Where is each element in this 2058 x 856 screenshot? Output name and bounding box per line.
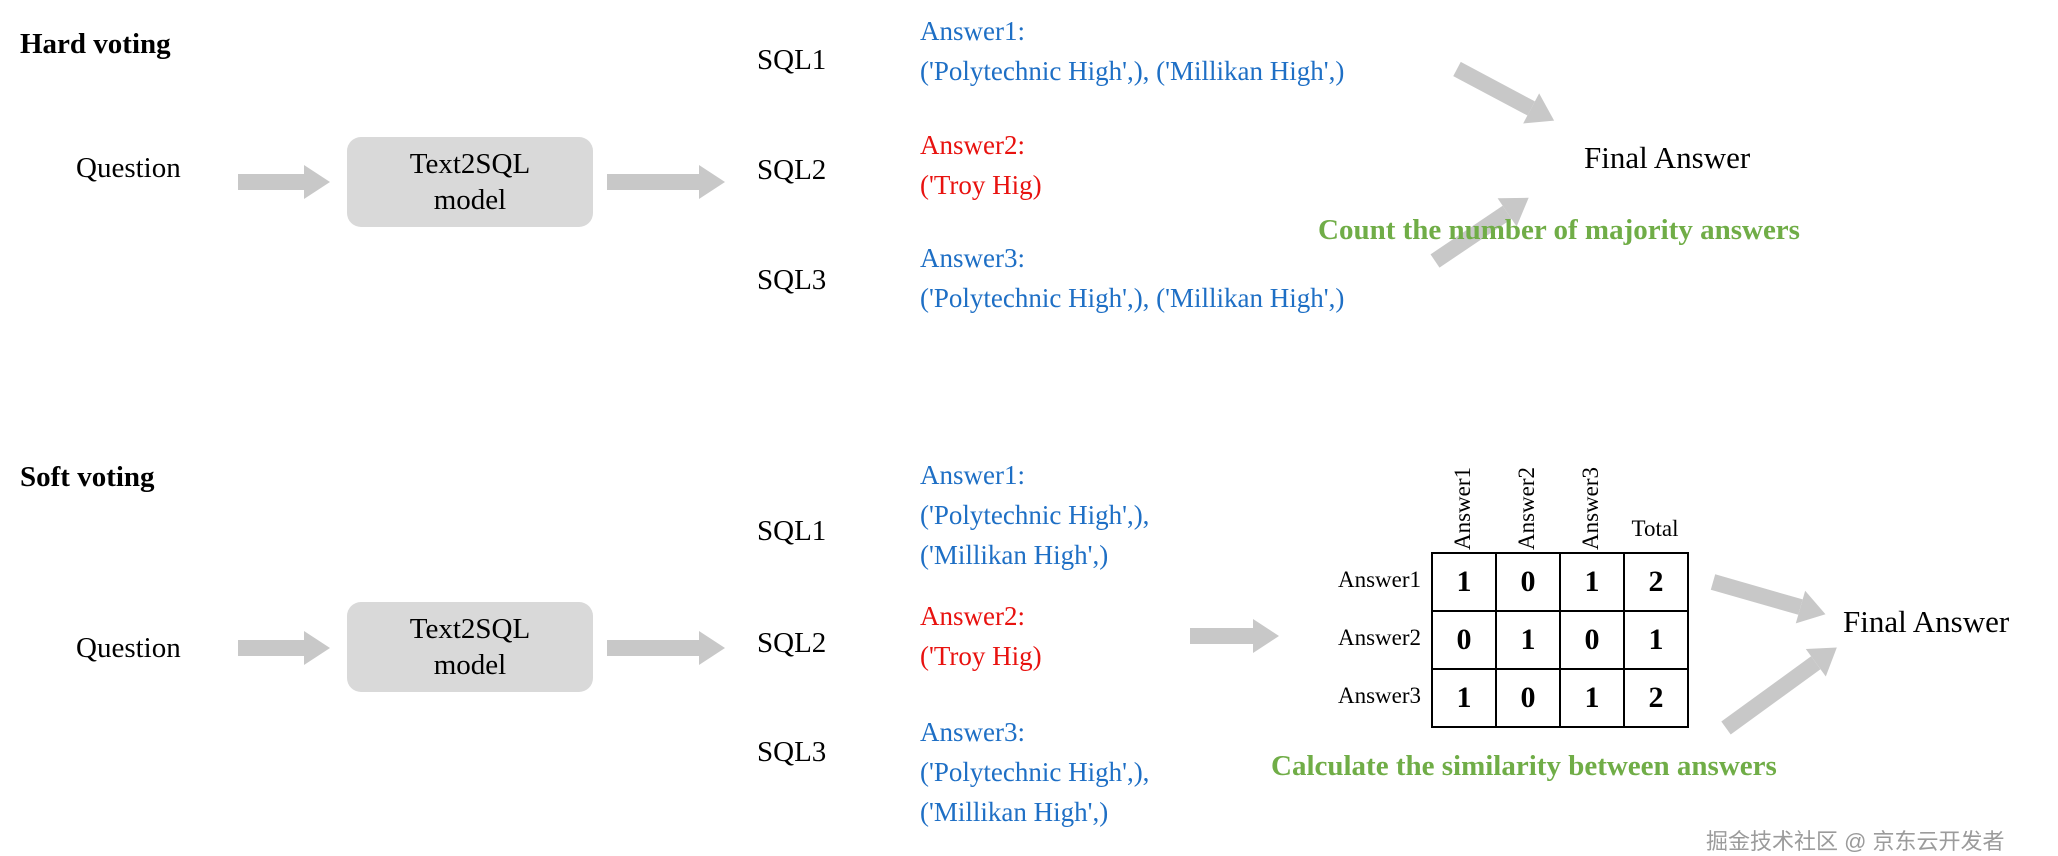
soft-sql2-label: SQL2	[757, 627, 827, 659]
arrow-head	[699, 631, 725, 665]
answer-label: Answer2:	[920, 601, 1025, 631]
soft-answer-2: Answer2: ('Troy Hig)	[920, 596, 1042, 676]
hard-sql2-label: SQL2	[757, 154, 827, 186]
answer-value: ('Troy Hig)	[920, 170, 1042, 200]
matrix-row-header-1: Answer1	[1337, 567, 1421, 592]
hard-answer-1: Answer1: ('Polytechnic High',), ('Millik…	[920, 11, 1344, 91]
hard-model-to-sql-arrow-icon	[607, 165, 725, 199]
soft-sql1-label: SQL1	[757, 515, 827, 547]
watermark-text: 掘金技术社区 @ 京东云开发者	[1706, 829, 2005, 854]
matrix-cell: 1	[1559, 552, 1625, 612]
similarity-matrix-table: 1 0 1 2 0 1 0 1 1 0 1 2	[1431, 552, 1689, 728]
soft-method-note: Calculate the similarity between answers	[1271, 750, 1777, 782]
matrix-cell: 1	[1431, 552, 1497, 612]
arrow-bar	[238, 174, 304, 190]
matrix-cell: 0	[1495, 552, 1561, 612]
soft-text2sql-model-box: Text2SQL model	[347, 602, 593, 692]
matrix-cell: 2	[1623, 552, 1689, 612]
matrix-col-header-1: Answer1	[1431, 440, 1495, 550]
hard-answer-2: Answer2: ('Troy Hig)	[920, 125, 1042, 205]
model-box-label: Text2SQL model	[409, 612, 531, 681]
answer-label: Answer3:	[920, 717, 1025, 747]
answer-value: ('Polytechnic High',), ('Millikan High',…	[920, 283, 1345, 313]
soft-model-to-sql-arrow-icon	[607, 631, 725, 665]
matrix-col-header-total: Total	[1631, 516, 1679, 541]
matrix-cell: 0	[1431, 610, 1497, 670]
answer-value-line1: ('Polytechnic High',),	[920, 500, 1150, 530]
matrix-cell: 1	[1495, 610, 1561, 670]
soft-answer-3: Answer3: ('Polytechnic High',), ('Millik…	[920, 712, 1149, 832]
answer-label: Answer3:	[920, 243, 1025, 273]
matrix-cell: 1	[1559, 668, 1625, 728]
hard-answer-3: Answer3: ('Polytechnic High',), ('Millik…	[920, 238, 1344, 318]
hard-sql1-label: SQL1	[757, 44, 827, 76]
soft-final-answer-label: Final Answer	[1843, 604, 2010, 639]
soft-answers-to-matrix-arrow-icon	[1190, 619, 1279, 653]
answer-value-line1: ('Polytechnic High',),	[920, 757, 1150, 787]
table-row: 0 1 0 1	[1431, 610, 1689, 670]
answer-label: Answer1:	[920, 16, 1025, 46]
arrow-bar	[607, 174, 699, 190]
soft-to-final-arrow-top-icon	[1708, 566, 1831, 631]
answer-label: Answer1:	[920, 460, 1025, 490]
arrow-head	[699, 165, 725, 199]
matrix-cell: 2	[1623, 668, 1689, 728]
answer-value-line2: ('Millikan High',)	[920, 797, 1109, 827]
soft-question-label: Question	[76, 632, 181, 664]
matrix-col-header-3: Answer3	[1559, 440, 1623, 550]
arrow-head	[304, 165, 330, 199]
hard-text2sql-model-box: Text2SQL model	[347, 137, 593, 227]
matrix-cell: 0	[1495, 668, 1561, 728]
arrow-bar	[238, 640, 304, 656]
soft-answer-1: Answer1: ('Polytechnic High',), ('Millik…	[920, 455, 1149, 575]
hard-question-label: Question	[76, 152, 181, 184]
matrix-col-header-label: Answer1	[1450, 466, 1475, 550]
arrow-head	[1795, 590, 1831, 631]
table-row: 1 0 1 2	[1431, 552, 1689, 612]
soft-sql3-label: SQL3	[757, 736, 827, 768]
arrow-bar	[607, 640, 699, 656]
matrix-col-header-2: Answer2	[1495, 440, 1559, 550]
soft-to-final-arrow-bottom-icon	[1716, 633, 1847, 742]
arrow-head	[1253, 619, 1279, 653]
matrix-col-header-label: Answer3	[1578, 466, 1603, 550]
model-box-label: Text2SQL model	[409, 147, 531, 216]
hard-sql3-label: SQL3	[757, 264, 827, 296]
soft-question-to-model-arrow-icon	[238, 631, 330, 665]
hard-method-note: Count the number of majority answers	[1318, 214, 1800, 246]
answer-value-line1: ('Troy Hig)	[920, 641, 1042, 671]
answer-label: Answer2:	[920, 130, 1025, 160]
arrow-bar	[1721, 656, 1821, 735]
matrix-cell: 0	[1559, 610, 1625, 670]
arrow-bar	[1710, 574, 1803, 615]
answer-value: ('Polytechnic High',), ('Millikan High',…	[920, 56, 1345, 86]
answer-value-line2: ('Millikan High',)	[920, 540, 1109, 570]
matrix-row-header-3: Answer3	[1337, 683, 1421, 708]
arrow-bar	[1453, 61, 1535, 116]
matrix-cell: 1	[1623, 610, 1689, 670]
hard-question-to-model-arrow-icon	[238, 165, 330, 199]
matrix-cell: 1	[1431, 668, 1497, 728]
arrow-head	[304, 631, 330, 665]
hard-final-answer-label: Final Answer	[1584, 140, 1751, 175]
matrix-row-header-2: Answer2	[1337, 625, 1421, 650]
soft-voting-title: Soft voting	[20, 461, 155, 493]
table-row: 1 0 1 2	[1431, 668, 1689, 728]
hard-voting-title: Hard voting	[20, 28, 171, 60]
arrow-bar	[1190, 628, 1253, 644]
matrix-col-header-label: Answer2	[1514, 466, 1539, 550]
hard-to-final-arrow-top-icon	[1449, 54, 1563, 136]
